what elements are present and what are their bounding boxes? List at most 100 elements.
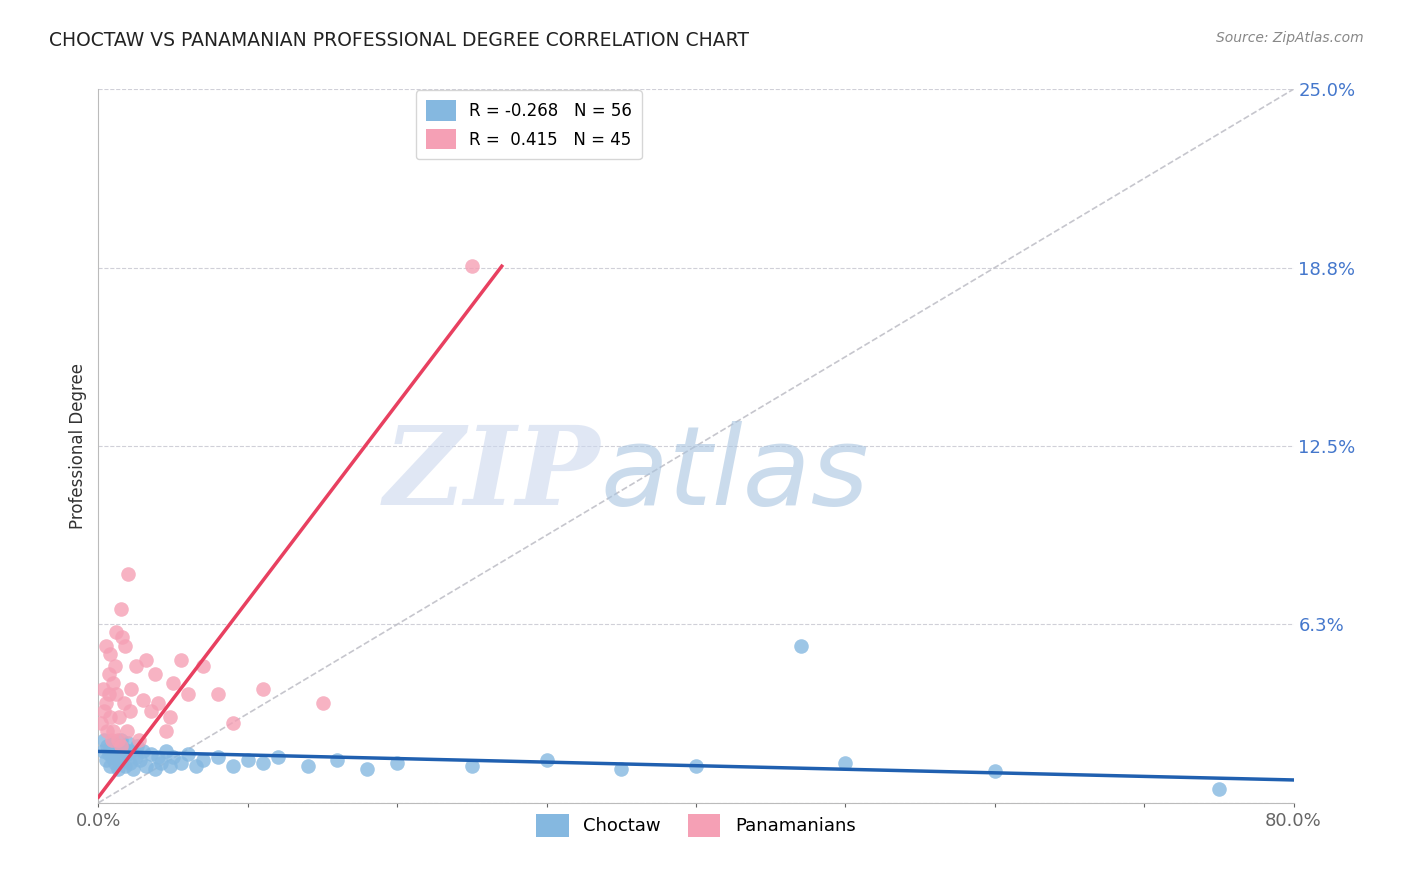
Point (148, 696, 170, 710)
Point (267, 750, 290, 764)
Point (107, 733, 129, 747)
Point (93, 705, 115, 719)
Point (104, 756, 127, 770)
Point (114, 639, 136, 653)
Point (118, 705, 141, 719)
Point (191, 658, 214, 673)
Point (120, 744, 142, 758)
Point (96, 724, 118, 739)
Point (93, 733, 115, 747)
Point (112, 741, 135, 756)
Point (101, 733, 124, 747)
Point (139, 747, 162, 762)
Point (115, 724, 138, 739)
Point (191, 753, 214, 767)
Point (536, 753, 558, 767)
Point (162, 750, 184, 764)
Point (834, 756, 856, 770)
Point (159, 710, 181, 724)
Text: ZIP: ZIP (384, 421, 600, 528)
Point (98, 741, 122, 756)
Point (311, 696, 333, 710)
Point (155, 744, 177, 758)
Point (169, 653, 191, 667)
Point (105, 624, 128, 639)
Point (132, 693, 155, 707)
Point (610, 762, 633, 776)
Point (117, 567, 139, 582)
Point (101, 750, 124, 764)
Point (104, 658, 127, 673)
Point (112, 696, 135, 710)
Point (177, 747, 200, 762)
Point (297, 758, 319, 772)
Point (252, 756, 274, 770)
Point (685, 758, 707, 772)
Point (103, 736, 125, 750)
Point (108, 739, 131, 753)
Point (125, 750, 148, 764)
Point (385, 756, 409, 770)
Point (105, 744, 128, 758)
Point (98, 710, 122, 724)
Point (110, 750, 132, 764)
Point (169, 756, 191, 770)
Point (135, 758, 157, 772)
Legend: Choctaw, Panamanians: Choctaw, Panamanians (529, 807, 863, 844)
Point (103, 676, 125, 690)
Point (111, 630, 134, 644)
Point (139, 705, 162, 719)
Point (236, 753, 259, 767)
Point (97, 687, 120, 701)
Point (984, 764, 1007, 779)
Point (117, 736, 139, 750)
Point (159, 758, 181, 772)
Point (1208, 781, 1230, 796)
Point (155, 724, 177, 739)
Point (111, 753, 134, 767)
Point (103, 724, 125, 739)
Point (105, 687, 128, 701)
Point (98, 758, 122, 772)
Point (207, 687, 229, 701)
Point (110, 601, 132, 615)
Point (461, 758, 484, 772)
Point (118, 756, 141, 770)
Point (110, 739, 132, 753)
Point (222, 715, 245, 730)
Point (326, 753, 349, 767)
Point (143, 762, 166, 776)
Point (97, 667, 120, 681)
Point (789, 639, 811, 653)
Point (94, 696, 117, 710)
Point (110, 733, 132, 747)
Point (96, 739, 118, 753)
Text: CHOCTAW VS PANAMANIAN PROFESSIONAL DEGREE CORRELATION CHART: CHOCTAW VS PANAMANIAN PROFESSIONAL DEGRE… (49, 31, 749, 50)
Point (207, 750, 229, 764)
Point (356, 762, 378, 776)
Point (97, 747, 120, 762)
Point (91, 681, 114, 696)
Point (162, 676, 184, 690)
Point (94, 753, 117, 767)
Point (114, 758, 136, 772)
Point (148, 750, 170, 764)
Point (125, 658, 148, 673)
Point (128, 733, 150, 747)
Text: Source: ZipAtlas.com: Source: ZipAtlas.com (1216, 31, 1364, 45)
Point (129, 753, 152, 767)
Point (132, 744, 155, 758)
Point (252, 681, 274, 696)
Text: atlas: atlas (600, 421, 869, 528)
Point (222, 758, 245, 772)
Y-axis label: Professional Degree: Professional Degree (69, 363, 87, 529)
Point (120, 681, 142, 696)
Point (461, 259, 484, 273)
Point (184, 758, 207, 772)
Point (98, 648, 122, 662)
Point (90, 715, 112, 730)
Point (143, 667, 166, 681)
Point (94, 639, 117, 653)
Point (121, 762, 143, 776)
Point (108, 710, 131, 724)
